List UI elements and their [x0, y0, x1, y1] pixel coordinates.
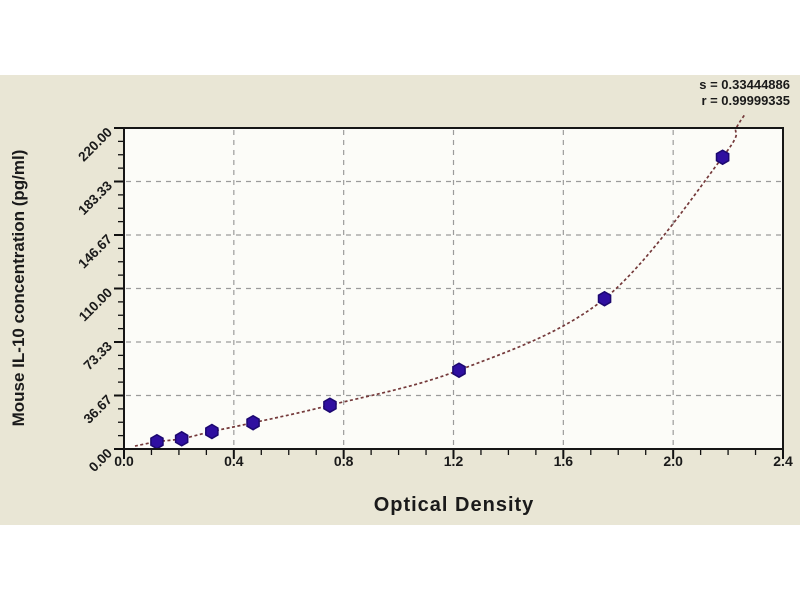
fit-stat-r: r = 0.99999335: [701, 93, 790, 108]
x-tick-label: 1.6: [554, 453, 574, 469]
x-tick-label: 2.4: [773, 453, 793, 469]
standard-point-marker: [452, 362, 466, 379]
standard-point-marker: [715, 149, 730, 166]
plot-border: [123, 127, 784, 450]
standard-point-marker: [150, 433, 164, 450]
x-tick-label: 0.0: [114, 453, 134, 469]
standard-point-marker: [174, 430, 189, 447]
x-tick-label: 1.2: [444, 453, 464, 469]
fit-stat-s: s = 0.33444886: [699, 77, 790, 92]
data-points: [150, 149, 730, 450]
x-axis-title: Optical Density: [374, 494, 535, 516]
standard-point-marker: [246, 414, 260, 431]
standard-point-marker: [205, 423, 219, 440]
y-axis-title: Mouse IL-10 concentration (pg/ml): [9, 150, 28, 427]
axis-ticks: [114, 127, 784, 459]
gridlines: [126, 130, 782, 448]
standard-point-marker: [597, 290, 612, 307]
x-tick-labels: 0.0 0.4 0.8 1.2 1.6 2.0 2.4: [114, 453, 793, 469]
x-tick-label: 0.4: [224, 453, 244, 469]
standard-point-marker: [323, 397, 337, 414]
x-tick-label: 0.8: [334, 453, 354, 469]
fitted-curve: [134, 114, 746, 447]
x-tick-label: 2.0: [663, 453, 683, 469]
